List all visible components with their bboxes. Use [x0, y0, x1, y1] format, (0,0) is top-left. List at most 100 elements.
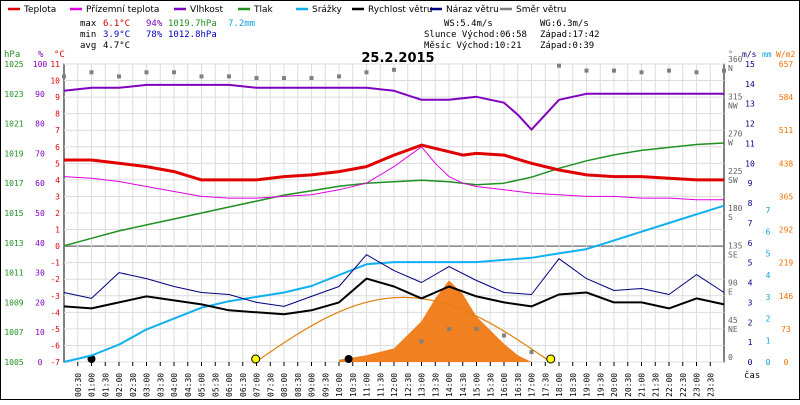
wind-direction-point	[117, 74, 121, 79]
x-tick-label: 13:30	[431, 373, 440, 397]
ms-tick: 11	[745, 139, 755, 148]
wind-direction-point	[419, 339, 424, 344]
wind-direction-point	[639, 70, 644, 75]
c-tick: 11	[50, 60, 60, 69]
sun-arc	[256, 296, 552, 363]
hpa-tick: 1015	[4, 209, 23, 218]
c-tick: -1	[50, 259, 60, 268]
stat-min-press: 1012.8hPa	[168, 30, 217, 40]
legend: Teplota Přízemní teplota Vlhkost Tlak Srážky…	[8, 5, 566, 15]
wm2-tick: 146	[779, 292, 794, 301]
x-axis-label: čas	[744, 370, 760, 381]
hpa-tick: 1011	[4, 269, 23, 278]
stat-avg-label: avg	[80, 41, 96, 51]
c-tick: -3	[50, 292, 60, 301]
chart-title: 25.2.2015	[361, 51, 434, 66]
x-tick-label: 06:00	[225, 373, 234, 397]
line-pressure	[63, 142, 725, 247]
x-tick-label: 08:00	[280, 373, 289, 397]
wm2-tick: 219	[779, 259, 794, 268]
wind-direction-point	[309, 76, 314, 81]
x-tick-label: 06:30	[239, 373, 248, 397]
stat-sun-set: Západ:17:42	[540, 30, 600, 40]
dir-tick: 315	[728, 92, 743, 101]
wind-direction-point	[199, 74, 204, 79]
x-tick-label: 15:00	[473, 373, 482, 397]
dir-tick-label: SE	[728, 250, 738, 259]
ms-tick: 15	[745, 60, 755, 69]
legend-label: Teplota	[23, 5, 56, 15]
pct-tick: 40	[35, 239, 45, 248]
pct-tick: 0	[38, 358, 43, 367]
pct-tick: 80	[35, 120, 45, 129]
x-tick-label: 14:30	[459, 373, 468, 397]
x-tick-label: 08:30	[294, 373, 303, 397]
dir-tick: 135	[728, 241, 743, 250]
stat-max-hum: 94%	[146, 19, 163, 29]
pct-tick: 90	[35, 90, 45, 99]
wind-direction-point	[62, 74, 66, 79]
wind-direction-point	[584, 68, 589, 73]
moonrise-marker	[344, 355, 353, 363]
x-tick-label: 04:30	[184, 373, 193, 397]
ms-tick: 0	[748, 358, 753, 367]
wm2-tick: 657	[779, 60, 794, 69]
dir-tick-label: SW	[728, 176, 738, 185]
x-tick-label: 12:00	[390, 373, 399, 397]
c-tick: -6	[50, 341, 60, 350]
stat-min-label: min	[80, 30, 96, 40]
ms-tick: 9	[748, 179, 753, 188]
hpa-tick: 1013	[4, 239, 23, 248]
x-tick-label: 10:30	[349, 373, 358, 397]
wind-direction-point	[364, 70, 369, 75]
wind-direction-point	[694, 70, 699, 75]
ms-tick: 4	[748, 279, 753, 288]
line-humidity	[63, 83, 724, 131]
stat-max-press: 1019.7hPa	[168, 19, 217, 29]
hpa-tick: 1025	[4, 60, 23, 69]
stat-moon-set: Západ:0:39	[540, 41, 594, 51]
mm-tick: 3	[766, 293, 771, 302]
x-tick-label: 09:30	[321, 373, 330, 397]
ms-tick: 13	[745, 100, 755, 109]
wind-direction-point	[227, 74, 231, 79]
x-tick-label: 00:30	[74, 373, 83, 397]
stat-min-hum: 78%	[146, 30, 163, 40]
c-tick: 2	[55, 209, 60, 218]
wind-direction-point	[612, 68, 616, 73]
hpa-tick: 1023	[4, 90, 23, 99]
ms-tick: 5	[748, 259, 753, 268]
ms-tick: 8	[748, 199, 753, 208]
stat-max-temp: 6.1°C	[103, 19, 130, 29]
c-tick: -7	[50, 358, 60, 367]
c-tick: 1	[55, 226, 60, 235]
dir-tick: 180	[728, 204, 743, 213]
legend-label: Vlhkost	[190, 5, 223, 15]
hpa-tick: 1017	[4, 179, 23, 188]
ms-tick: 12	[745, 120, 755, 129]
wind-direction-point	[282, 76, 286, 81]
x-tick-label: 17:30	[541, 373, 550, 397]
hpa-tick: 1009	[4, 298, 23, 307]
stat-moon: Měsíc Východ:10:21	[424, 41, 522, 51]
stat-min-temp: 3.9°C	[103, 30, 130, 40]
wind-direction-dots	[62, 63, 726, 355]
ms-tick: 7	[748, 219, 753, 228]
x-tick-label: 01:30	[101, 373, 110, 397]
c-tick: -5	[50, 325, 60, 334]
axis-unit-hpa: hPa	[4, 50, 20, 60]
x-tick-label: 03:00	[143, 373, 152, 397]
x-tick-label: 11:30	[376, 373, 385, 397]
x-tick-label: 18:30	[569, 373, 578, 397]
pct-tick: 30	[35, 269, 45, 278]
hpa-tick: 1019	[4, 149, 23, 158]
legend-label: Přízemní teplota	[86, 5, 159, 15]
wind-direction-point	[667, 68, 671, 73]
dir-tick-label: W	[728, 139, 733, 148]
legend-label: Srážky	[312, 5, 343, 15]
c-tick: 3	[55, 192, 60, 201]
c-tick: -4	[50, 308, 60, 317]
x-tick-label: 03:30	[156, 373, 165, 397]
mm-tick: 0	[766, 358, 771, 367]
